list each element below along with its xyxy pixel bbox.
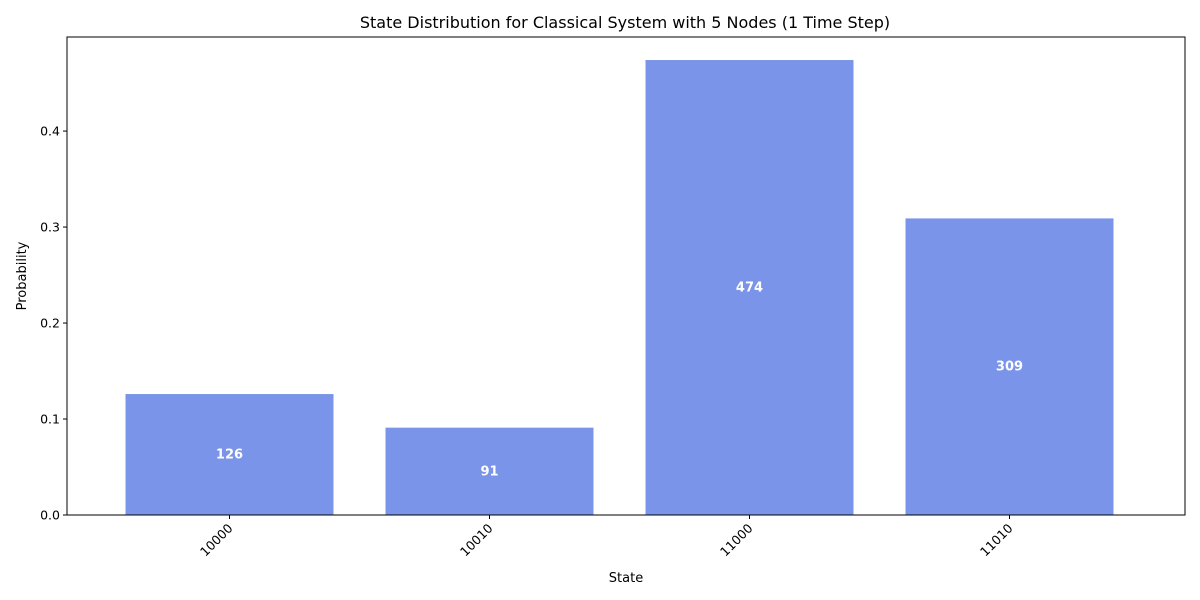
bar-11000 <box>645 60 854 516</box>
y-tick-label: 0.3 <box>40 220 60 235</box>
x-tick-label: 10000 <box>197 520 236 559</box>
bar-value-label: 474 <box>736 281 763 296</box>
x-axis-label: State <box>609 571 643 586</box>
y-axis-label: Probability <box>15 241 30 310</box>
x-tick-label: 11010 <box>977 520 1016 559</box>
y-tick-label: 0.2 <box>40 316 60 331</box>
y-tick-label: 0.0 <box>40 508 60 523</box>
bar-10010 <box>385 427 594 515</box>
y-tick-label: 0.4 <box>40 124 60 139</box>
bar-value-label: 91 <box>480 464 498 479</box>
x-tick-label: 11000 <box>717 520 756 559</box>
bar-value-label: 126 <box>216 448 243 463</box>
plot-area: 126 10000 91 10010 474 11000 309 11010 0.0 0.1 0.2… <box>40 60 1114 559</box>
bar-value-label: 309 <box>996 360 1023 375</box>
chart-title: State Distribution for Classical System … <box>360 13 890 32</box>
x-tick-label: 10010 <box>457 520 496 559</box>
plot-frame <box>66 36 1186 516</box>
bar-11010 <box>905 218 1114 515</box>
y-tick-label: 0.1 <box>40 412 60 427</box>
bar-10000 <box>125 394 334 515</box>
